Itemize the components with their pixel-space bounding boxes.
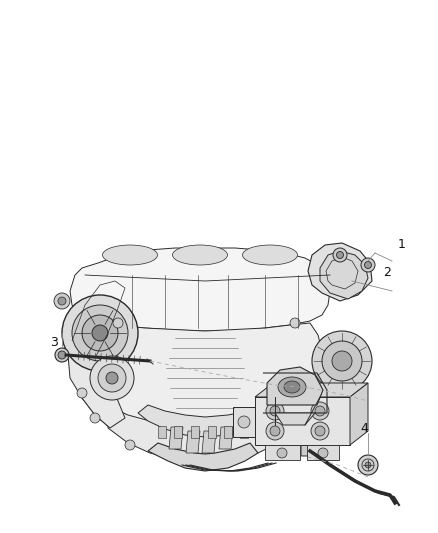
Bar — [158, 426, 166, 438]
Circle shape — [62, 295, 138, 371]
Circle shape — [238, 416, 250, 428]
Ellipse shape — [278, 377, 306, 397]
Polygon shape — [68, 315, 125, 428]
Polygon shape — [219, 427, 233, 449]
Polygon shape — [169, 427, 183, 449]
Circle shape — [361, 258, 375, 272]
Circle shape — [90, 356, 134, 400]
Polygon shape — [265, 445, 300, 460]
Circle shape — [106, 372, 118, 384]
Circle shape — [364, 262, 371, 269]
Polygon shape — [148, 443, 258, 471]
Circle shape — [318, 448, 328, 458]
Polygon shape — [275, 413, 315, 425]
Ellipse shape — [284, 381, 300, 393]
Circle shape — [332, 351, 352, 371]
Circle shape — [322, 341, 362, 381]
Circle shape — [336, 252, 343, 259]
Circle shape — [315, 406, 325, 416]
Bar — [208, 426, 216, 438]
Polygon shape — [267, 367, 323, 405]
Polygon shape — [320, 251, 368, 299]
Circle shape — [365, 462, 371, 468]
Circle shape — [275, 440, 285, 450]
Circle shape — [125, 440, 135, 450]
Circle shape — [58, 351, 66, 359]
Circle shape — [311, 402, 329, 420]
Polygon shape — [308, 243, 372, 301]
Bar — [174, 426, 182, 438]
Circle shape — [92, 325, 108, 341]
Polygon shape — [138, 405, 280, 437]
Polygon shape — [202, 431, 216, 453]
Circle shape — [358, 455, 378, 475]
Polygon shape — [255, 383, 368, 397]
Bar — [224, 426, 232, 438]
Circle shape — [270, 426, 280, 436]
Circle shape — [90, 413, 100, 423]
Polygon shape — [307, 445, 339, 460]
Circle shape — [77, 388, 87, 398]
Polygon shape — [255, 397, 350, 445]
Circle shape — [290, 318, 300, 328]
Circle shape — [270, 406, 280, 416]
Text: 4: 4 — [360, 422, 368, 434]
Circle shape — [315, 426, 325, 436]
Polygon shape — [186, 431, 200, 453]
Polygon shape — [350, 383, 368, 445]
Circle shape — [266, 422, 284, 440]
Ellipse shape — [102, 245, 158, 265]
Circle shape — [311, 422, 329, 440]
Text: 1: 1 — [398, 238, 406, 251]
Polygon shape — [233, 407, 255, 437]
Polygon shape — [68, 315, 326, 451]
Ellipse shape — [243, 245, 297, 265]
Circle shape — [113, 318, 123, 328]
Circle shape — [317, 388, 327, 398]
Polygon shape — [70, 248, 330, 331]
Circle shape — [307, 413, 317, 423]
Circle shape — [54, 293, 70, 309]
Circle shape — [266, 402, 284, 420]
Bar — [191, 426, 199, 438]
Text: 3: 3 — [50, 336, 58, 350]
Ellipse shape — [173, 245, 227, 265]
Polygon shape — [108, 407, 308, 461]
Circle shape — [82, 315, 118, 351]
Circle shape — [312, 331, 372, 391]
Circle shape — [98, 364, 126, 392]
Bar — [240, 426, 248, 438]
Circle shape — [333, 248, 347, 262]
Circle shape — [277, 448, 287, 458]
Circle shape — [72, 305, 128, 361]
FancyBboxPatch shape — [301, 444, 315, 456]
Circle shape — [55, 348, 69, 362]
Circle shape — [58, 297, 66, 305]
Text: 2: 2 — [383, 265, 391, 279]
